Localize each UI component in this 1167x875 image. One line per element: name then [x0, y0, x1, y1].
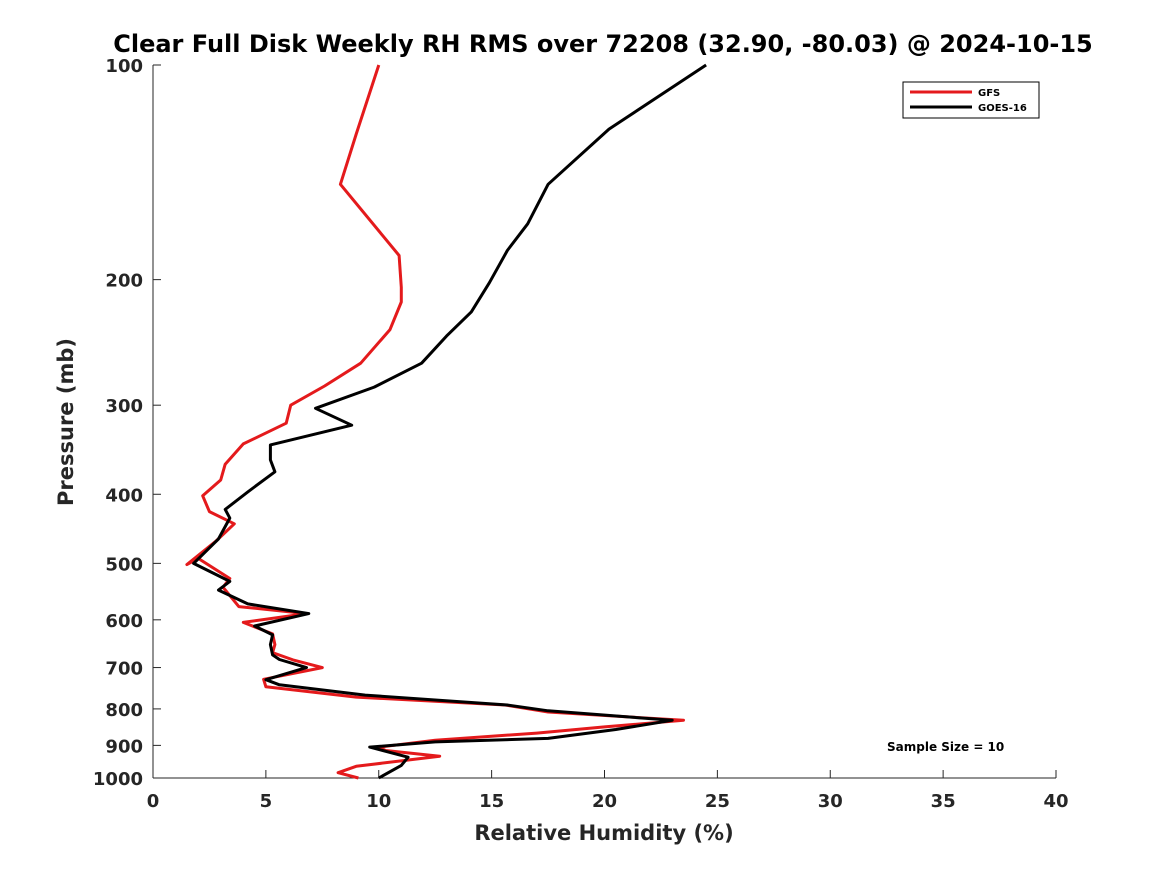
- sample-size-annotation: Sample Size = 10: [887, 740, 1004, 754]
- legend-label-gfs: GFS: [978, 88, 1000, 99]
- y-tick-label: 1000: [93, 769, 143, 790]
- y-tick-label: 100: [105, 56, 143, 77]
- x-tick-label: 15: [479, 791, 504, 812]
- y-tick-label: 300: [105, 396, 143, 417]
- legend-box: [902, 81, 1040, 119]
- x-tick-label: 40: [1043, 791, 1068, 812]
- y-axis-label: Pressure (mb): [54, 338, 78, 506]
- y-tick-label: 200: [105, 271, 143, 292]
- y-tick-label: 600: [105, 611, 143, 632]
- y-tick-label: 800: [105, 700, 143, 721]
- x-tick-label: 10: [366, 791, 391, 812]
- x-tick-label: 20: [592, 791, 617, 812]
- x-axis-label: Relative Humidity (%): [474, 821, 733, 845]
- y-tick-label: 500: [105, 554, 143, 575]
- y-ticks: 100 200 300 400 500 600 700 800 900 1000: [93, 56, 161, 790]
- y-tick-label: 900: [105, 736, 143, 757]
- x-tick-label: 30: [818, 791, 843, 812]
- x-tick-label: 0: [147, 791, 160, 812]
- x-ticks: 0 5 10 15 20 25 30 35 40: [147, 770, 1069, 812]
- legend-label-goes16: GOES-16: [978, 103, 1027, 114]
- y-tick-label: 400: [105, 485, 143, 506]
- legend: GFS GOES-16: [902, 81, 1040, 119]
- chart-title: Clear Full Disk Weekly RH RMS over 72208…: [113, 30, 1093, 58]
- x-tick-label: 35: [931, 791, 956, 812]
- series-line-goes16: [192, 63, 707, 780]
- series-lines: [185, 63, 707, 780]
- x-tick-label: 25: [705, 791, 730, 812]
- y-tick-label: 700: [105, 659, 143, 680]
- plot-area: 0 5 10 15 20 25 30 35 40 100 200 300 400 500 600 700 80…: [93, 56, 1069, 812]
- x-tick-label: 5: [260, 791, 273, 812]
- series-line-gfs: [185, 64, 685, 780]
